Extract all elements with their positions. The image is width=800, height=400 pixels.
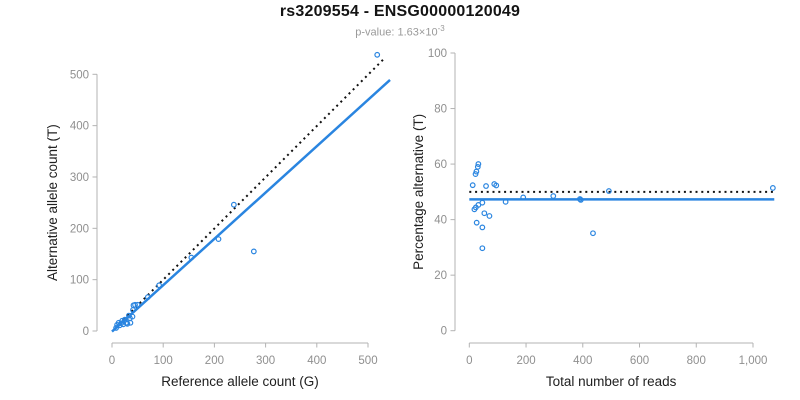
data-point [473, 219, 480, 226]
y-tick-label: 200 [70, 223, 89, 235]
data-point [144, 294, 151, 301]
data-point [469, 182, 476, 189]
identity-line [118, 57, 386, 325]
y-tick-label: 500 [70, 69, 89, 81]
x-tick-label: 300 [256, 355, 275, 367]
y-tick-label: 80 [434, 104, 447, 116]
y-tick-label: 300 [70, 172, 89, 184]
y-tick-label: 40 [434, 215, 447, 227]
data-point [129, 313, 136, 320]
data-point [483, 183, 489, 189]
x-axis-title: Total number of reads [546, 374, 677, 389]
data-point [474, 163, 481, 170]
y-tick-label: 100 [428, 48, 447, 60]
y-tick-label: 100 [70, 275, 89, 287]
data-point [230, 201, 237, 208]
y-tick-label: 60 [434, 159, 447, 171]
data-point [156, 282, 163, 289]
data-point [188, 254, 195, 261]
fit-line [111, 79, 391, 333]
y-tick-label: 400 [70, 121, 89, 133]
x-tick-label: 800 [687, 355, 706, 367]
pvalue-exponent: -3 [437, 24, 445, 33]
x-tick-label: 0 [109, 355, 115, 367]
y-tick-label: 20 [434, 270, 447, 282]
data-point [502, 198, 509, 205]
data-point [124, 320, 131, 327]
data-point [479, 245, 486, 252]
data-point [121, 316, 128, 323]
y-tick-label: 0 [83, 326, 89, 338]
data-point [374, 51, 381, 58]
pvalue-prefix: p-value: [355, 26, 398, 39]
data-point [550, 193, 557, 199]
data-point [215, 236, 222, 243]
x-tick-label: 1,000 [739, 355, 768, 367]
times-sign: × [418, 26, 426, 39]
data-point [481, 210, 488, 217]
data-point [475, 161, 482, 167]
y-axis-title: Alternative allele count (T) [45, 124, 60, 281]
data-point [250, 248, 257, 255]
y-tick-label: 0 [441, 326, 447, 338]
x-tick-label: 500 [358, 355, 377, 367]
allele-counts-scatter: 0 100 200 300 400 500 Reference allele count (… [45, 51, 391, 389]
y-axis-title: Percentage alternative (T) [411, 114, 426, 270]
data-point [520, 194, 527, 201]
x-tick-label: 400 [573, 355, 592, 367]
data-point [577, 196, 583, 202]
data-point [127, 319, 134, 326]
data-point [493, 182, 500, 189]
x-tick-label: 200 [516, 355, 535, 367]
chart-title: rs3209554 - ENSG00000120049 [279, 3, 521, 20]
x-tick-label: 600 [630, 355, 649, 367]
x-tick-label: 0 [466, 355, 472, 367]
data-point [132, 301, 138, 308]
data-point [134, 301, 141, 308]
pvalue-base: 10 [425, 26, 438, 39]
data-point [577, 197, 584, 203]
data-point [486, 213, 493, 219]
data-point [590, 230, 596, 237]
pvalue-mantissa: 1.63 [397, 26, 419, 39]
data-point [479, 224, 486, 231]
percentage-alternative-scatter: 0 200 400 600 800 1,000 Total number of reads 0… [411, 48, 776, 389]
data-point [769, 185, 776, 191]
chart-header: rs3209554 - ENSG00000120049 p-value: 1.6… [0, 0, 800, 39]
x-tick-label: 100 [154, 355, 173, 367]
data-point [479, 199, 486, 206]
x-tick-label: 200 [205, 355, 224, 367]
data-point [605, 188, 612, 194]
chart-subtitle: p-value: 1.63×10-3 [0, 24, 800, 39]
x-tick-label: 400 [307, 355, 326, 367]
x-axis-title: Reference allele count (G) [161, 374, 319, 389]
